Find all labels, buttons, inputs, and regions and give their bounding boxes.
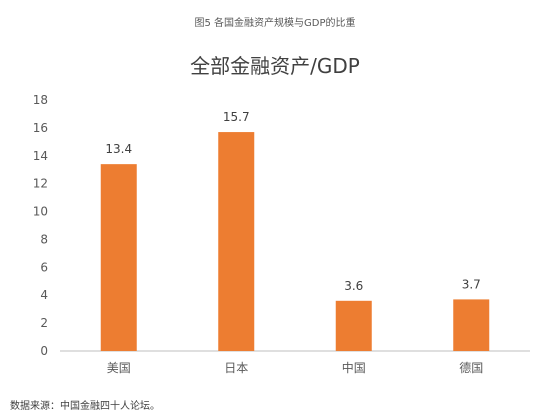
bars: [100, 132, 490, 351]
chart-title: 全部金融资产/GDP: [190, 54, 360, 78]
y-tick-label: 4: [40, 288, 48, 302]
bar-0: [100, 164, 137, 351]
data-label-3: 3.7: [462, 277, 481, 291]
data-label-1: 15.7: [223, 110, 250, 124]
y-tick-label: 18: [33, 93, 48, 107]
category-label-3: 德国: [459, 360, 483, 375]
data-label-2: 3.6: [344, 279, 363, 293]
figure-caption: 图5 各国金融资产规模与GDP的比重: [194, 18, 356, 29]
category-labels: 美国 日本 中国 德国: [107, 360, 484, 375]
y-tick-label: 6: [40, 260, 48, 274]
y-tick-label: 16: [33, 121, 48, 135]
source-note: 数据来源：中国金融四十人论坛。: [10, 401, 160, 412]
category-label-2: 中国: [342, 360, 366, 375]
data-labels: 13.4 15.7 3.6 3.7: [105, 110, 480, 293]
y-tick-label: 14: [33, 149, 48, 163]
category-label-0: 美国: [107, 361, 131, 375]
bar-2: [335, 300, 372, 351]
data-label-0: 13.4: [105, 142, 132, 156]
y-tick-label: 0: [40, 344, 48, 358]
bar-3: [453, 299, 490, 351]
y-axis-ticks: 0 2 4 6 8 10 12 14 16 18: [33, 93, 48, 358]
bar-1: [218, 132, 255, 351]
y-tick-label: 8: [40, 232, 48, 246]
y-tick-label: 10: [33, 205, 48, 219]
y-tick-label: 2: [40, 316, 48, 330]
y-tick-label: 12: [33, 177, 48, 191]
category-label-1: 日本: [224, 361, 248, 375]
